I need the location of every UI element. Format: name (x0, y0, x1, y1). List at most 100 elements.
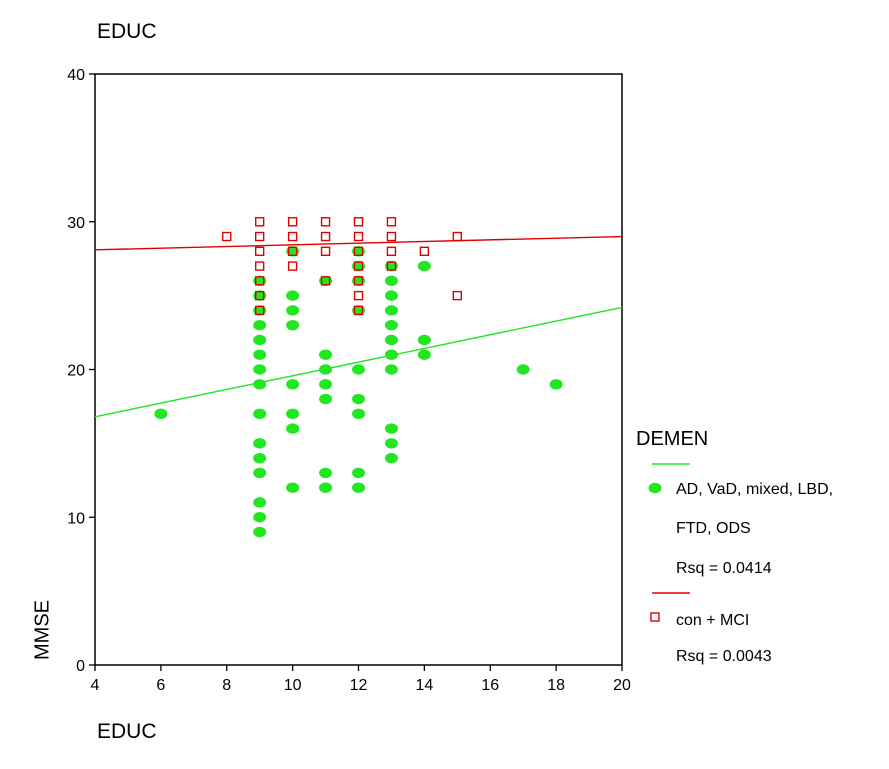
data-point-dementia (384, 275, 398, 287)
legend-marker-dementia (648, 482, 662, 494)
data-point-dementia (253, 305, 267, 316)
x-tick-label: 8 (222, 677, 231, 694)
data-point-dementia (352, 260, 365, 272)
data-point-dementia (286, 482, 300, 493)
x-tick-label: 4 (91, 677, 100, 694)
data-point-dementia (417, 349, 431, 360)
y-tick-label: 20 (67, 363, 85, 380)
data-point-control (254, 231, 265, 242)
data-point-control (320, 217, 331, 227)
data-points-group (154, 217, 563, 538)
data-point-dementia (253, 452, 267, 464)
data-point-control (386, 217, 397, 227)
x-tick-label: 16 (481, 677, 499, 694)
data-point-control (353, 217, 364, 227)
y-tick-label: 10 (67, 510, 85, 527)
data-point-dementia (384, 290, 398, 301)
data-point-dementia (352, 467, 365, 479)
data-point-dementia (253, 349, 267, 360)
y-tick-label: 30 (67, 215, 85, 232)
data-point-control (353, 231, 364, 242)
x-axis-title: EDUC (97, 720, 157, 743)
data-point-control (353, 261, 364, 271)
data-point-dementia (286, 423, 300, 434)
data-point-control (419, 246, 430, 257)
data-point-dementia (286, 408, 300, 420)
legend-rsq-dementia: Rsq = 0.0414 (676, 560, 772, 577)
data-point-control (254, 261, 265, 271)
data-point-control (386, 246, 397, 257)
data-point-dementia (253, 364, 267, 375)
data-point-control (353, 290, 364, 301)
data-point-dementia (286, 319, 300, 331)
data-point-dementia (417, 260, 431, 272)
data-point-dementia (352, 275, 365, 287)
data-point-dementia (253, 467, 267, 479)
data-point-dementia (253, 290, 267, 301)
data-point-dementia (319, 349, 333, 360)
data-point-dementia (286, 305, 300, 316)
data-point-control (320, 231, 331, 242)
data-point-dementia (384, 305, 398, 316)
legend-label-control: con + MCI (676, 612, 749, 629)
data-point-control (353, 276, 364, 286)
data-point-control (353, 305, 364, 316)
data-point-control (353, 246, 364, 257)
data-point-control (320, 276, 331, 286)
legend-label-dementia-line1: AD, VaD, mixed, LBD, (676, 481, 833, 498)
x-tick-label: 18 (547, 677, 565, 694)
data-point-control (287, 231, 298, 242)
y-tick-label: 40 (67, 67, 85, 84)
data-point-dementia (253, 438, 267, 449)
data-point-dementia (352, 246, 365, 257)
data-point-dementia (384, 334, 398, 346)
data-point-control (287, 246, 298, 257)
data-point-dementia (253, 379, 267, 390)
chart-title: EDUC (97, 20, 157, 43)
data-point-dementia (384, 260, 398, 272)
data-point-control (254, 305, 265, 316)
data-point-dementia (352, 393, 365, 405)
data-point-dementia (253, 497, 267, 508)
x-tick-label: 12 (350, 677, 368, 694)
data-point-dementia (253, 319, 267, 331)
data-point-dementia (319, 482, 333, 493)
data-point-dementia (286, 246, 300, 257)
data-point-control (254, 290, 265, 301)
data-point-dementia (549, 379, 563, 390)
x-tick-label: 20 (613, 677, 631, 694)
x-tick-label: 14 (415, 677, 433, 694)
data-point-dementia (319, 467, 333, 479)
data-point-control (386, 261, 397, 271)
data-point-control (320, 246, 331, 257)
data-point-dementia (319, 364, 333, 375)
legend-group: DEMEN AD, VaD, mixed, LBD, FTD, ODS Rsq = 0… (636, 428, 833, 665)
data-point-control (254, 276, 265, 286)
data-point-dementia (384, 364, 398, 375)
data-point-dementia (384, 423, 398, 434)
legend-title: DEMEN (636, 428, 708, 450)
data-point-dementia (352, 364, 365, 375)
data-point-dementia (384, 319, 398, 331)
legend-label-dementia-line2: FTD, ODS (676, 520, 751, 537)
data-point-dementia (253, 526, 267, 538)
data-point-dementia (286, 379, 300, 390)
data-point-dementia (319, 393, 333, 405)
fit-line-dementia (94, 306, 623, 418)
data-point-control (254, 246, 265, 257)
data-point-dementia (417, 334, 431, 346)
data-point-dementia (384, 438, 398, 449)
data-point-control (254, 217, 265, 227)
legend-marker-control (650, 612, 660, 622)
fit-lines-group (94, 235, 623, 418)
data-point-dementia (253, 334, 267, 346)
data-point-control (386, 231, 397, 242)
data-point-control (222, 231, 232, 242)
y-tick-label: 0 (76, 658, 85, 675)
data-point-dementia (319, 379, 333, 390)
data-point-dementia (253, 408, 267, 420)
axes-group: 4 6 8 10 12 14 16 18 20 0 10 20 30 40 (67, 67, 631, 694)
legend-rsq-control: Rsq = 0.0043 (676, 648, 772, 665)
